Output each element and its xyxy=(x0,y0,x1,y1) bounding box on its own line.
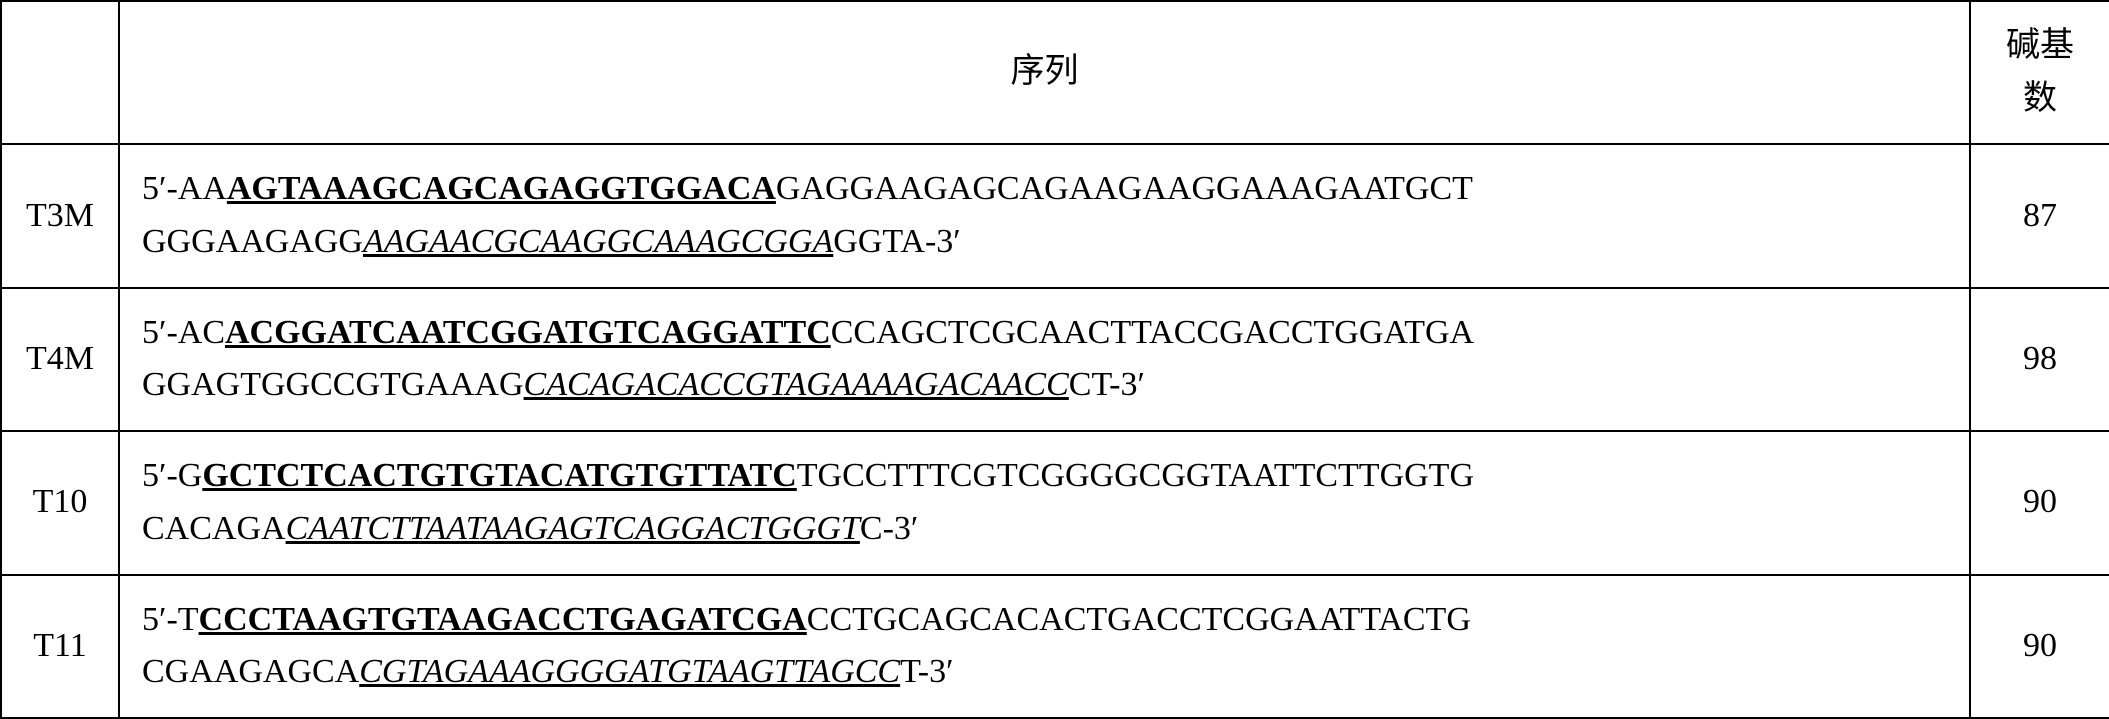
table-row: T3M 5′-AAAGTAAAGCAGCAGAGGTGGACAGAGGAAGAG… xyxy=(1,144,2109,287)
cell-seq: 5′-GGCTCTCACTGTGTACATGTGTTATCTGCCTTTCGTC… xyxy=(119,431,1970,574)
sequence-table: 序列 碱基数 T3M 5′-AAAGTAAAGCAGCAGAGGTGGACAGA… xyxy=(0,0,2109,719)
table-header-row: 序列 碱基数 xyxy=(1,1,2109,144)
cell-seq: 5′-ACACGGATCAATCGGATGTCAGGATTCCCAGCTCGCA… xyxy=(119,288,1970,431)
cell-id: T10 xyxy=(1,431,119,574)
col-header-id xyxy=(1,1,119,144)
cell-bases: 98 xyxy=(1970,288,2109,431)
cell-seq: 5′-AAAGTAAAGCAGCAGAGGTGGACAGAGGAAGAGCAGA… xyxy=(119,144,1970,287)
cell-bases: 90 xyxy=(1970,575,2109,718)
col-header-bases: 碱基数 xyxy=(1970,1,2109,144)
cell-seq: 5′-TCCCTAAGTGTAAGACCTGAGATCGACCTGCAGCACA… xyxy=(119,575,1970,718)
cell-id: T11 xyxy=(1,575,119,718)
table-row: T10 5′-GGCTCTCACTGTGTACATGTGTTATCTGCCTTT… xyxy=(1,431,2109,574)
cell-bases: 87 xyxy=(1970,144,2109,287)
cell-id: T4M xyxy=(1,288,119,431)
table-row: T4M 5′-ACACGGATCAATCGGATGTCAGGATTCCCAGCT… xyxy=(1,288,2109,431)
col-header-seq: 序列 xyxy=(119,1,1970,144)
table-row: T11 5′-TCCCTAAGTGTAAGACCTGAGATCGACCTGCAG… xyxy=(1,575,2109,718)
cell-bases: 90 xyxy=(1970,431,2109,574)
cell-id: T3M xyxy=(1,144,119,287)
